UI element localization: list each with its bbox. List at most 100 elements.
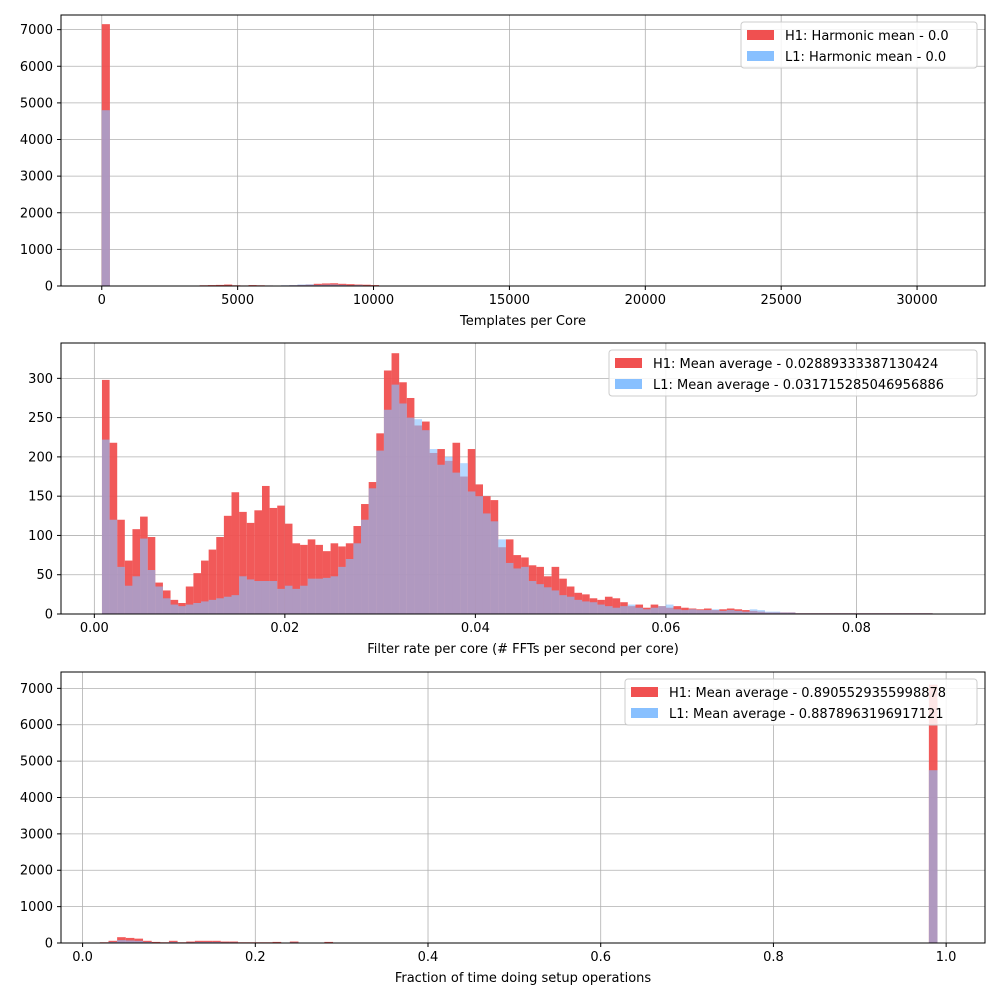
histogram-bar-l1 — [368, 488, 377, 614]
histogram-bar-l1 — [406, 417, 415, 614]
legend-label-h1: H1: Mean average - 0.02889333387130424 — [653, 357, 938, 372]
legend-swatch-h1 — [615, 358, 642, 368]
histogram-bar-l1 — [124, 585, 133, 614]
histogram-bar-h1 — [224, 284, 233, 286]
x-tick-label: 0.06 — [651, 621, 680, 636]
histogram-bar-h1 — [201, 560, 209, 614]
histogram-bar-l1 — [726, 610, 735, 614]
x-tick-label: 30000 — [896, 293, 937, 308]
histogram-bar-l1 — [772, 611, 781, 614]
legend-label-h1: H1: Mean average - 0.8905529355998878 — [669, 686, 946, 701]
histogram-bar-l1 — [330, 284, 339, 286]
x-tick-label: 20000 — [625, 293, 666, 308]
x-tick-label: 0.4 — [418, 950, 439, 965]
histogram-bar-l1 — [749, 609, 758, 614]
x-axis-label: Templates per Core — [459, 314, 586, 329]
histogram-bar-h1 — [203, 940, 213, 943]
y-tick-label: 50 — [36, 568, 53, 583]
histogram-bar-l1 — [185, 604, 194, 614]
histogram-bar-l1 — [620, 606, 628, 614]
histogram-bar-l1 — [307, 578, 316, 614]
histogram-bar-l1 — [117, 566, 125, 614]
histogram-bar-l1 — [559, 595, 567, 614]
histogram-bar-l1 — [719, 610, 727, 614]
histogram-bar-l1 — [345, 559, 354, 614]
y-tick-label: 2000 — [20, 864, 53, 879]
histogram-bar-l1 — [125, 940, 135, 943]
histogram-bar-l1 — [460, 463, 468, 614]
histogram-bar-l1 — [528, 581, 537, 614]
histogram-bar-l1 — [521, 566, 529, 614]
histogram-bar-l1 — [627, 604, 636, 614]
histogram-bar-l1 — [414, 419, 423, 614]
histogram-bar-l1 — [376, 450, 384, 614]
legend-swatch-h1 — [631, 687, 658, 697]
histogram-bar-l1 — [147, 570, 156, 614]
legend-label-l1: L1: Mean average - 0.8878963196917121 — [669, 707, 944, 722]
histogram-bar-l1 — [216, 598, 224, 614]
histogram-bar-h1 — [194, 940, 204, 943]
x-tick-label: 0 — [98, 293, 106, 308]
histogram-bar-l1 — [193, 603, 202, 614]
histogram-bar-l1 — [551, 590, 560, 614]
histogram-bar-h1 — [231, 492, 240, 614]
histogram-bar-l1 — [635, 607, 644, 614]
histogram-bar-l1 — [513, 568, 522, 614]
y-tick-label: 1000 — [20, 900, 53, 915]
histogram-bar-h1 — [284, 523, 293, 614]
histogram-bar-l1 — [505, 562, 514, 614]
histogram-bar-l1 — [162, 598, 171, 614]
histogram-bar-l1 — [383, 409, 392, 614]
legend: H1: Mean average - 0.02889333387130424 L1… — [608, 349, 978, 397]
x-tick-label: 15000 — [489, 293, 530, 308]
histogram-bar-l1 — [422, 430, 430, 614]
histogram-bar-l1 — [313, 284, 322, 286]
histogram-bar-l1 — [437, 464, 445, 614]
y-tick-label: 150 — [28, 490, 53, 505]
histogram-bar-l1 — [928, 770, 938, 943]
histogram-bar-l1 — [338, 284, 347, 286]
histogram-bar-l1 — [429, 449, 438, 614]
histogram-bar-l1 — [452, 472, 461, 614]
histogram-bar-l1 — [212, 941, 221, 943]
histogram-bar-h1 — [185, 586, 194, 614]
histogram-bar-l1 — [490, 521, 499, 614]
histogram-bar-l1 — [101, 110, 110, 286]
x-tick-label: 10000 — [353, 293, 394, 308]
legend: H1: Mean average - 0.8905529355998878 L1:… — [624, 678, 978, 726]
histogram-bar-h1 — [346, 284, 355, 286]
histogram-bar-l1 — [643, 609, 651, 614]
y-tick-label: 7000 — [20, 682, 53, 697]
histogram-bar-h1 — [215, 284, 225, 286]
histogram-bar-l1 — [194, 941, 204, 943]
y-tick-label: 3000 — [20, 170, 53, 185]
y-tick-label: 100 — [28, 529, 53, 544]
histogram-bar-l1 — [681, 610, 689, 614]
y-tick-label: 2000 — [20, 206, 53, 221]
histogram-bar-l1 — [650, 607, 659, 614]
histogram-bar-l1 — [321, 284, 331, 286]
histogram-bar-h1 — [307, 539, 316, 614]
x-tick-label: 0.6 — [590, 950, 611, 965]
histogram-bar-h1 — [269, 507, 278, 614]
histogram-bar-l1 — [665, 604, 674, 614]
histogram-bar-l1 — [132, 576, 141, 614]
legend-box — [740, 21, 978, 69]
histogram-bar-l1 — [566, 596, 575, 614]
histogram-bar-l1 — [780, 612, 788, 614]
histogram-bar-l1 — [757, 610, 765, 614]
legend-label-h1: H1: Harmonic mean - 0.0 — [785, 29, 949, 44]
y-tick-label: 1000 — [20, 243, 53, 258]
axes-frame — [60, 671, 986, 944]
histogram-bar-h1 — [254, 510, 262, 614]
histogram-bar-l1 — [673, 609, 682, 614]
axes-frame — [60, 14, 986, 287]
histogram-bar-l1 — [764, 611, 773, 614]
y-tick-label: 0 — [45, 280, 53, 295]
histogram-bar-l1 — [742, 611, 750, 614]
histogram-bar-h1 — [292, 543, 301, 614]
legend-swatch-l1 — [631, 708, 658, 718]
histogram-bar-l1 — [498, 539, 506, 614]
legend-swatch-h1 — [747, 30, 774, 40]
histogram-bar-l1 — [305, 284, 314, 286]
